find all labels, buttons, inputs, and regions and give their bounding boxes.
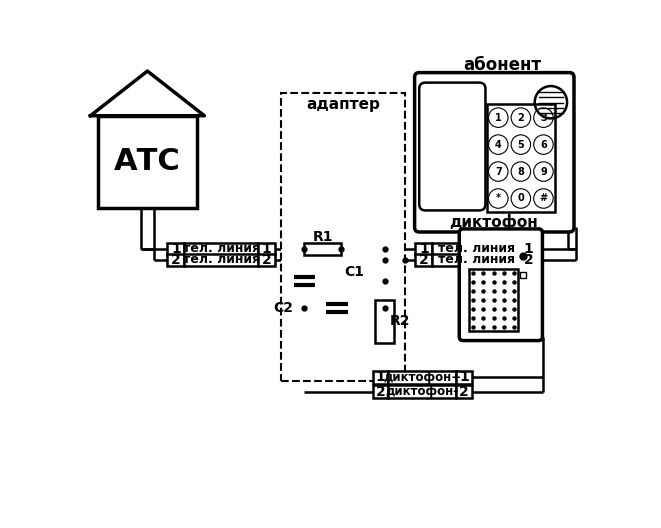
Bar [520,253,537,266]
Text: C1: C1 [344,265,364,279]
Bar [389,385,456,398]
Text: R2: R2 [390,314,410,328]
Text: 2: 2 [459,385,469,399]
Text: 1: 1 [495,112,502,122]
Bar [98,116,197,208]
Text: R1: R1 [313,230,333,244]
Bar [184,253,258,266]
Text: *: * [496,193,501,203]
Text: адаптер: адаптер [306,97,380,111]
Text: 1: 1 [459,370,469,384]
Text: 7: 7 [495,166,502,176]
Text: 2: 2 [376,385,385,399]
Text: 3: 3 [540,112,547,122]
Text: 8: 8 [518,166,524,176]
Bar [469,269,518,331]
FancyBboxPatch shape [459,229,543,341]
Text: 6: 6 [540,139,547,149]
Bar [373,385,389,398]
Text: АТС: АТС [114,147,181,176]
Bar [520,243,537,255]
Text: тел. линия: тел. линия [438,253,515,266]
Bar [373,371,389,384]
Text: диктофон: диктофон [449,214,537,230]
Bar [432,243,520,255]
Bar [375,300,394,343]
Bar [282,92,405,381]
Bar [389,371,456,384]
Bar [456,371,471,384]
Bar [167,243,184,255]
Bar [184,243,258,255]
Text: 1: 1 [262,242,272,256]
Text: 5: 5 [518,139,524,149]
Text: 2: 2 [262,253,272,267]
Bar [432,253,520,266]
Text: 2: 2 [524,253,533,267]
Text: 1: 1 [171,242,180,256]
FancyBboxPatch shape [414,73,574,232]
Text: 1: 1 [524,242,533,256]
Text: 2: 2 [419,253,429,267]
Text: 4: 4 [495,139,502,149]
Text: 1: 1 [419,242,429,256]
Bar [415,253,432,266]
Text: #: # [539,193,547,203]
Text: тел. линия: тел. линия [183,253,260,266]
Text: 0: 0 [518,193,524,203]
Bar [258,243,275,255]
Text: 9: 9 [540,166,547,176]
Text: 2: 2 [171,253,180,267]
Text: тел. линия: тел. линия [438,242,515,256]
Bar [456,385,471,398]
Text: тел. линия: тел. линия [183,242,260,256]
Bar [415,243,432,255]
Text: диктофон-: диктофон- [386,385,459,398]
Text: абонент: абонент [463,56,541,74]
Text: C2: C2 [274,301,293,315]
Bar [305,243,342,255]
Text: диктофон+: диктофон+ [383,371,461,384]
FancyBboxPatch shape [419,82,485,211]
Bar [487,104,555,212]
Bar [167,253,184,266]
Bar [258,253,275,266]
Text: 1: 1 [376,370,385,384]
Text: 2: 2 [518,112,524,122]
